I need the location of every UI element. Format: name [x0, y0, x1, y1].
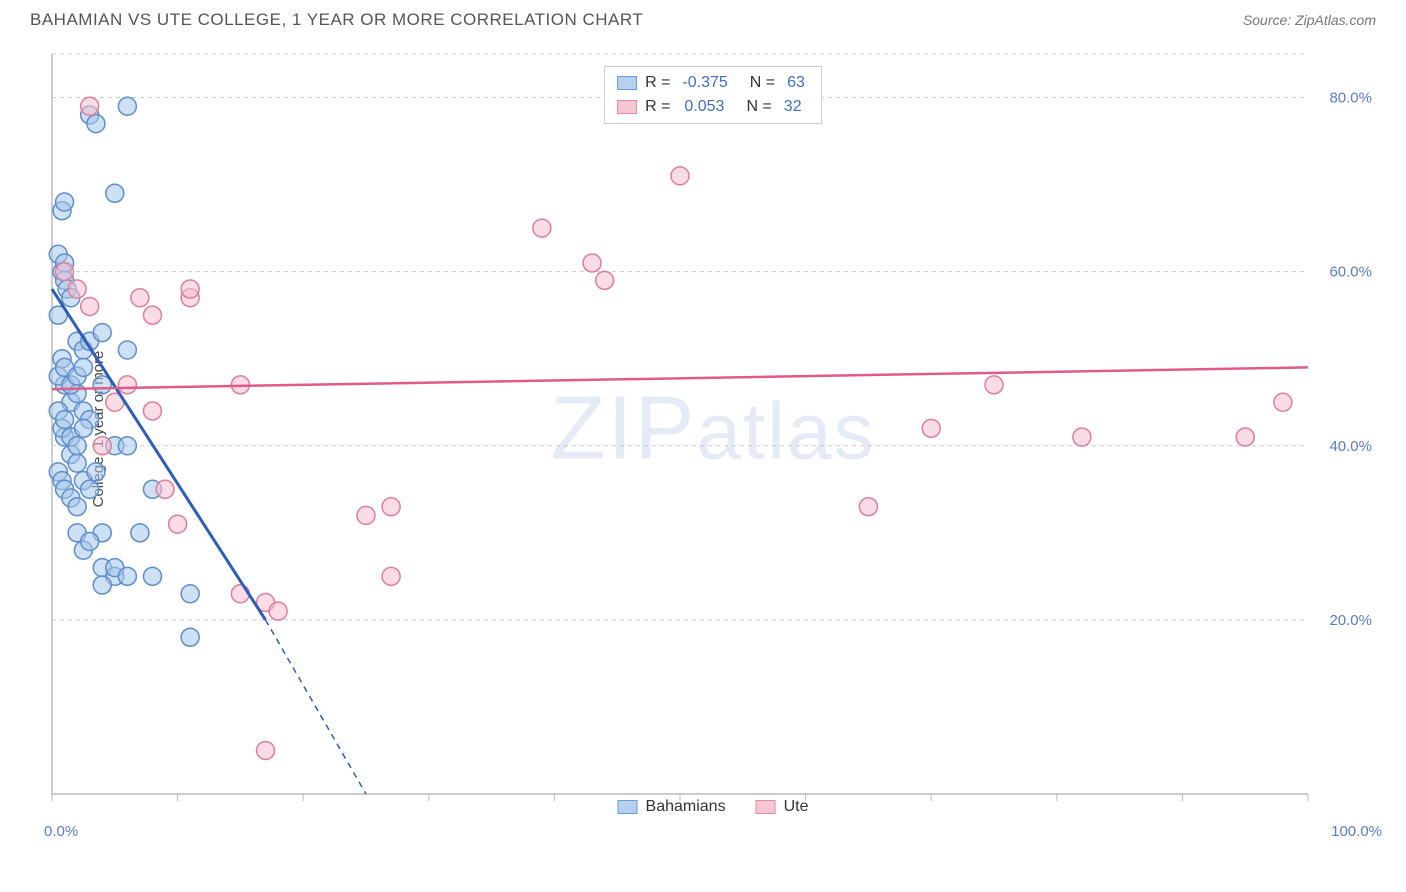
swatch-bahamians — [617, 76, 637, 90]
legend-item-ute: Ute — [756, 798, 809, 816]
legend-row-bahamians: R = -0.375 N = 63 — [617, 71, 809, 95]
x-axis-min-label: 0.0% — [44, 823, 78, 840]
chart-header: BAHAMIAN VS UTE COLLEGE, 1 YEAR OR MORE … — [0, 0, 1406, 36]
legend-item-bahamians: Bahamians — [618, 798, 726, 816]
series-legend: Bahamians Ute — [618, 798, 809, 816]
chart-area: College, 1 year or more 20.0%40.0%60.0%8… — [48, 44, 1378, 814]
correlation-legend: R = -0.375 N = 63 R = 0.053 N = 32 — [604, 66, 822, 124]
scatter-plot: 20.0% 40.0% 60.0% 80.0% — [48, 44, 1378, 814]
source-attribution: Source: ZipAtlas.com — [1243, 12, 1376, 28]
swatch-ute — [617, 100, 637, 114]
legend-row-ute: R = 0.053 N = 32 — [617, 95, 809, 119]
svg-text:80.0%: 80.0% — [1329, 90, 1372, 107]
svg-text:40.0%: 40.0% — [1329, 438, 1372, 455]
swatch-ute — [756, 800, 776, 814]
svg-text:60.0%: 60.0% — [1329, 264, 1372, 281]
x-axis-max-label: 100.0% — [1331, 823, 1382, 840]
svg-text:20.0%: 20.0% — [1329, 612, 1372, 629]
swatch-bahamians — [618, 800, 638, 814]
chart-title: BAHAMIAN VS UTE COLLEGE, 1 YEAR OR MORE … — [30, 10, 643, 30]
